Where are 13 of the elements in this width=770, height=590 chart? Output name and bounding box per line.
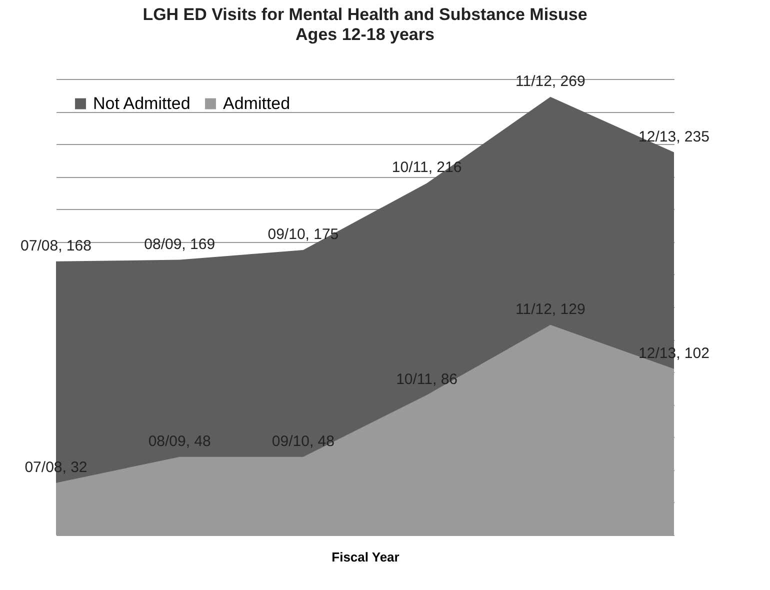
x-axis-title: Fiscal Year	[332, 550, 400, 564]
data-label: 12/13, 235	[638, 128, 710, 146]
data-label: 07/08, 168	[20, 237, 92, 254]
data-label: 11/12, 269	[516, 72, 586, 90]
data-label: 11/12, 129	[516, 300, 586, 318]
chart-title: LGH ED Visits for Mental Health and Substance Misuse	[142, 4, 588, 24]
data-label: 10/11, 86	[396, 370, 458, 388]
data-label: 08/09, 169	[144, 236, 216, 253]
legend-label: Admitted	[223, 94, 290, 113]
legend-label: Not Admitted	[93, 94, 190, 113]
chart-subtitle: Ages 12-18 years	[296, 24, 434, 44]
data-label: 08/09, 48	[148, 432, 211, 450]
data-label: 09/10, 48	[272, 432, 334, 450]
